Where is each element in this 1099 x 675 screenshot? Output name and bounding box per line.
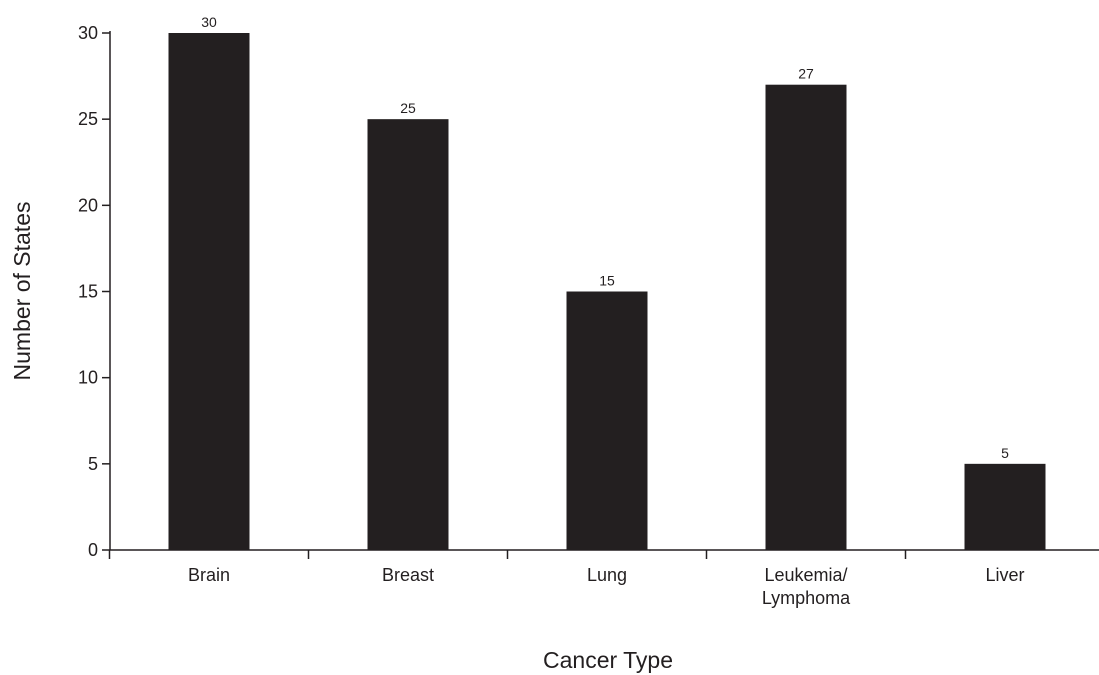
data-label: 27	[798, 66, 814, 82]
data-labels: 30 25 15 27 5	[201, 14, 1009, 461]
x-axis: Brain Breast Lung Leukemia/Lymphoma Liver	[108, 549, 1099, 608]
y-axis-title: Number of States	[9, 202, 35, 381]
x-tick-label: Liver	[985, 565, 1024, 585]
y-tick-label: 5	[88, 454, 98, 474]
data-label: 15	[599, 273, 615, 289]
bar	[566, 291, 648, 550]
data-label: 25	[400, 100, 416, 116]
bar	[964, 463, 1046, 550]
data-label: 30	[201, 14, 217, 30]
y-tick-label: 25	[78, 109, 98, 129]
x-tick-label: Leukemia/Lymphoma	[762, 565, 851, 608]
x-tick-label: Lung	[587, 565, 627, 585]
y-tick-label: 0	[88, 540, 98, 560]
bar	[765, 84, 847, 550]
x-tick-label: Breast	[382, 565, 434, 585]
y-tick-label: 20	[78, 195, 98, 215]
y-tick-label: 15	[78, 282, 98, 302]
y-tick-label: 10	[78, 368, 98, 388]
y-tick-label: 30	[78, 23, 98, 43]
x-tick-label: Brain	[188, 565, 230, 585]
y-axis: 0 5 10 15 20 25 30	[78, 23, 111, 560]
bar	[367, 119, 449, 551]
x-axis-title: Cancer Type	[543, 647, 673, 673]
data-label: 5	[1001, 445, 1009, 461]
bar	[168, 33, 250, 550]
bars	[168, 33, 1046, 551]
